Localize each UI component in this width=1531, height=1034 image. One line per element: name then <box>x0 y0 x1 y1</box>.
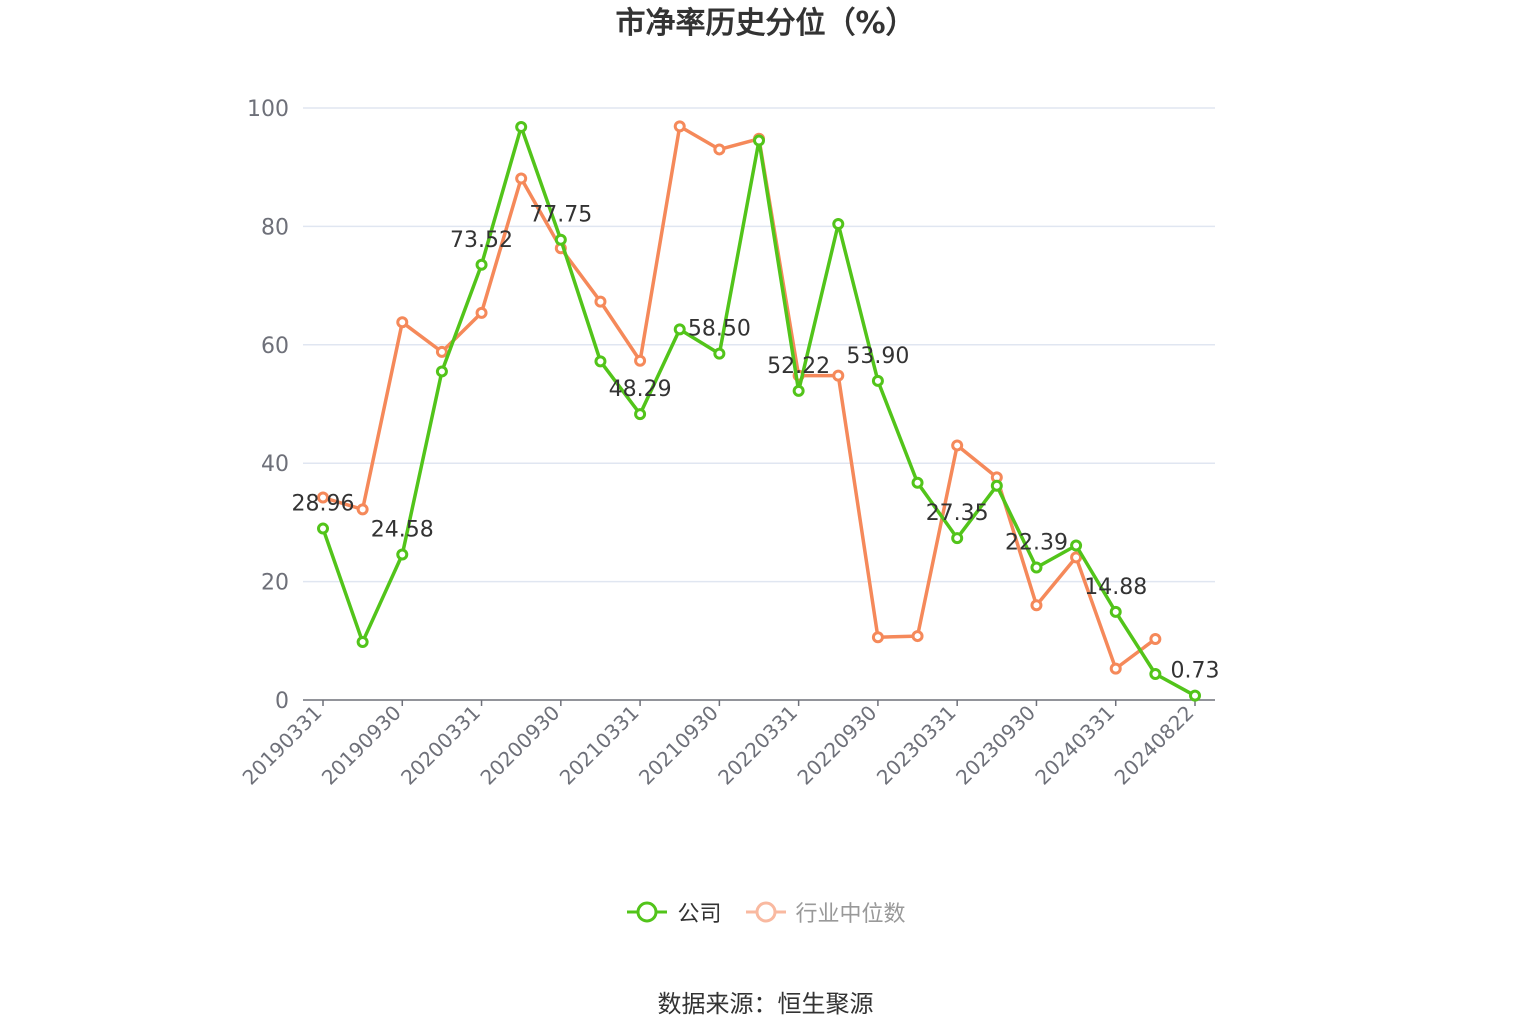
y-tick-label: 40 <box>261 452 289 477</box>
company-point <box>1189 689 1201 702</box>
data-label: 53.90 <box>846 344 909 369</box>
company-point <box>475 258 488 271</box>
company-point <box>911 476 924 489</box>
y-tick-label: 80 <box>261 215 289 240</box>
legend-company-icon <box>627 901 668 923</box>
industry-median-point <box>594 295 607 308</box>
y-tick-label: 100 <box>247 97 289 122</box>
company-point <box>832 218 845 231</box>
company-series-line <box>321 125 1196 698</box>
company-point <box>1109 605 1122 618</box>
data-labels: 28.96 24.58 73.52 77.75 48.29 58.50 52.22 53.90… <box>292 203 1220 684</box>
industry-median-point <box>832 369 845 382</box>
x-tick-label: 20240822 <box>1110 701 1199 790</box>
company-point <box>554 233 567 246</box>
company-point <box>515 120 528 133</box>
y-tick-label: 60 <box>261 334 289 359</box>
industry-median-point <box>871 631 884 644</box>
legend-industry-icon <box>745 901 786 923</box>
industry-median-point <box>396 316 409 329</box>
industry-median-point <box>911 630 924 643</box>
y-tick-label: 20 <box>261 571 289 596</box>
data-label: 22.39 <box>1005 530 1068 555</box>
company-point <box>753 134 765 147</box>
company-point <box>990 479 1003 492</box>
company-point <box>871 374 884 387</box>
series-lines <box>317 120 1201 702</box>
company-point <box>435 365 448 378</box>
line-chart: 0204060801002019033120190930202003312020… <box>238 97 1220 790</box>
company-point <box>951 532 964 545</box>
industry-median-point <box>673 120 686 133</box>
data-label: 0.73 <box>1171 659 1220 684</box>
x-tick-label: 20230331 <box>872 701 961 790</box>
company-point <box>673 323 686 336</box>
data-source: 数据来源：恒生聚源 <box>657 990 874 1018</box>
data-label: 73.52 <box>450 228 513 253</box>
industry-median-point <box>1109 662 1122 675</box>
company-point <box>356 635 369 648</box>
company-point <box>1149 667 1162 680</box>
y-tick-label: 0 <box>275 689 289 714</box>
company-point <box>396 548 409 561</box>
company-point <box>317 522 329 535</box>
data-label: 48.29 <box>609 377 672 402</box>
company-point <box>1070 539 1083 552</box>
industry-median-point <box>317 491 329 504</box>
industry-median-point <box>713 143 726 156</box>
industry-median-series-line <box>322 124 1157 671</box>
company-point <box>594 355 607 368</box>
industry-median-point <box>356 503 369 516</box>
x-tick-label: 20200930 <box>475 701 564 790</box>
industry-median-point <box>475 306 488 319</box>
x-tick-label: 20210930 <box>634 701 723 790</box>
industry-median-point <box>1070 551 1083 564</box>
legend-item-company[interactable]: 公司 <box>625 896 722 928</box>
x-tick-label: 20220331 <box>713 701 802 790</box>
industry-median-point <box>1149 633 1162 646</box>
data-label: 27.35 <box>926 501 989 526</box>
legend: 公司 行业中位数 <box>0 896 1531 928</box>
data-label: 58.50 <box>688 317 751 342</box>
x-tick-label: 20200331 <box>396 701 485 790</box>
company-point <box>1030 561 1043 574</box>
industry-median-point <box>435 345 448 358</box>
legend-industry-label: 行业中位数 <box>795 902 906 927</box>
x-tick-label: 20220930 <box>792 701 881 790</box>
data-label: 28.96 <box>292 492 355 517</box>
data-label: 52.22 <box>767 354 830 379</box>
data-label: 14.88 <box>1084 575 1147 600</box>
chart-title: 市净率历史分位（%） <box>615 6 916 41</box>
x-tick-label: 20210331 <box>555 701 644 790</box>
data-label: 24.58 <box>371 517 434 542</box>
company-point <box>713 347 726 360</box>
industry-median-point <box>634 354 647 367</box>
industry-median-point <box>951 439 964 452</box>
industry-median-point <box>515 172 528 185</box>
industry-median-point <box>1030 599 1043 612</box>
x-tick-label: 20190930 <box>317 701 406 790</box>
x-tick-label: 20230930 <box>951 701 1040 790</box>
company-point <box>792 384 805 397</box>
x-tick-label: 20240331 <box>1030 701 1119 790</box>
legend-item-industry-median[interactable]: 行业中位数 <box>744 896 906 928</box>
axes: 0204060801002019033120190930202003312020… <box>238 97 1215 790</box>
data-label: 77.75 <box>529 203 592 228</box>
legend-company-label: 公司 <box>677 902 722 927</box>
company-point <box>634 408 647 421</box>
grid-lines <box>303 107 1215 583</box>
